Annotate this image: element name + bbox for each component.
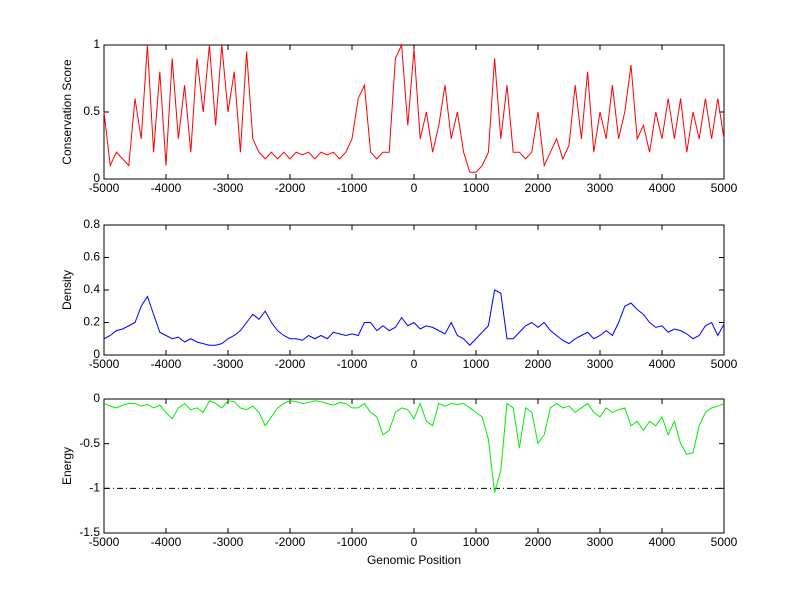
x-tick-label: 3000 <box>587 357 614 371</box>
x-tick-label: -3000 <box>213 357 244 371</box>
x-tick-label: 1000 <box>463 535 490 549</box>
y-tick-label: 0.2 <box>83 315 100 329</box>
x-tick-label: 4000 <box>649 181 676 195</box>
x-tick-label: 5000 <box>711 181 738 195</box>
x-axis-label: Genomic Position <box>367 553 461 567</box>
x-tick-label: -5000 <box>89 357 120 371</box>
x-tick-label: 2000 <box>525 357 552 371</box>
x-tick-label: -4000 <box>151 357 182 371</box>
x-tick-label: -3000 <box>213 181 244 195</box>
x-tick-label: 0 <box>411 357 418 371</box>
axes-box <box>103 224 725 356</box>
y-tick-label: 0.8 <box>83 217 100 231</box>
x-tick-label: -2000 <box>275 357 306 371</box>
axes-box <box>103 398 725 534</box>
x-tick-label: 1000 <box>463 357 490 371</box>
y-tick-label: 0.6 <box>83 250 100 264</box>
x-tick-label: -2000 <box>275 181 306 195</box>
x-tick-label: -3000 <box>213 535 244 549</box>
x-tick-label: 0 <box>411 181 418 195</box>
y-tick-label: -1.5 <box>79 525 100 539</box>
y-axis-label: Conservation Score <box>60 59 74 165</box>
x-tick-label: -1000 <box>337 357 368 371</box>
x-tick-label: 3000 <box>587 535 614 549</box>
y-tick-label: 0 <box>93 171 100 185</box>
data-line <box>103 289 725 346</box>
x-tick-label: 4000 <box>649 357 676 371</box>
x-tick-label: 3000 <box>587 181 614 195</box>
y-axis-label: Density <box>60 270 74 310</box>
x-tick-label: -5000 <box>89 535 120 549</box>
x-tick-label: 5000 <box>711 357 738 371</box>
x-tick-label: -2000 <box>275 535 306 549</box>
y-tick-label: 1 <box>93 37 100 51</box>
y-tick-label: -1 <box>89 481 100 495</box>
y-tick-label: 0.5 <box>83 104 100 118</box>
x-tick-label: -4000 <box>151 535 182 549</box>
x-tick-label: -5000 <box>89 181 120 195</box>
x-tick-label: 0 <box>411 535 418 549</box>
x-tick-label: -4000 <box>151 181 182 195</box>
x-tick-label: 4000 <box>649 535 676 549</box>
y-axis-label: Energy <box>60 447 74 485</box>
data-line <box>103 400 725 493</box>
x-tick-label: 2000 <box>525 181 552 195</box>
y-tick-label: 0 <box>93 347 100 361</box>
x-tick-label: 2000 <box>525 535 552 549</box>
x-tick-label: -1000 <box>337 535 368 549</box>
x-tick-label: -1000 <box>337 181 368 195</box>
y-tick-label: 0 <box>93 391 100 405</box>
x-tick-label: 1000 <box>463 181 490 195</box>
y-tick-label: -0.5 <box>79 436 100 450</box>
x-tick-label: 5000 <box>711 535 738 549</box>
y-tick-label: 0.4 <box>83 282 100 296</box>
data-line <box>103 43 725 173</box>
